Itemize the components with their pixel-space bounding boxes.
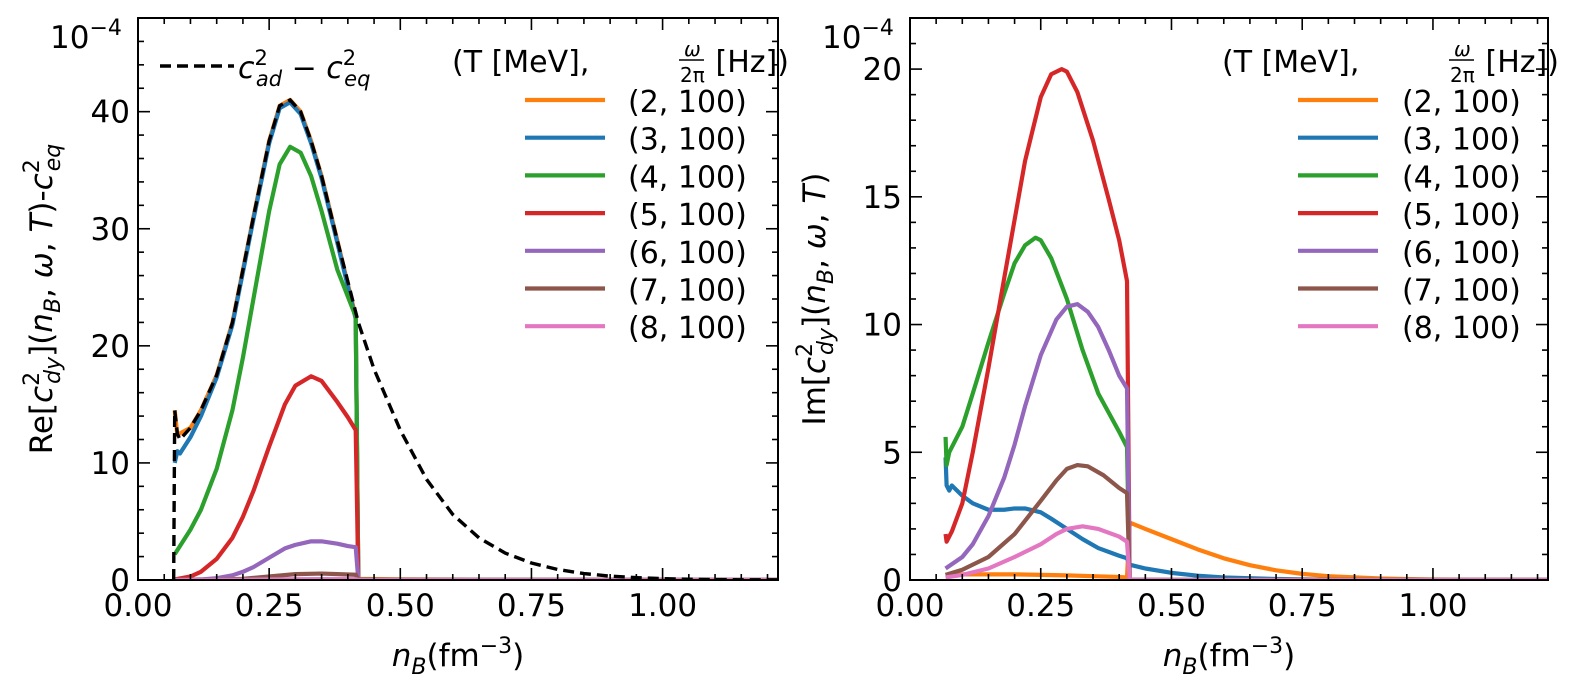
legend-entry-label: (5, 100) (628, 198, 747, 233)
legend-entry-label: (5, 100) (1402, 198, 1521, 233)
y-exponent-label: 10−4 (822, 16, 894, 56)
x-axis-label: nB(fm−3) (1163, 634, 1296, 680)
x-tick-label: 0.75 (1268, 588, 1337, 624)
series-line-5 (174, 374, 778, 580)
y-tick-label: 0 (882, 563, 902, 599)
y-tick-label: 15 (863, 180, 902, 216)
x-tick-label: 0.00 (875, 588, 944, 624)
legend-entry-label: (2, 100) (1402, 85, 1521, 120)
legend-entry-label: (8, 100) (628, 311, 747, 346)
y-tick-label: 10 (863, 308, 902, 344)
x-axis-label: nB(fm−3) (392, 634, 525, 680)
x-tick-label: 0.75 (497, 588, 566, 624)
series-line-8 (945, 524, 1548, 580)
series-line-7 (944, 462, 1548, 580)
y-tick-label: 40 (91, 95, 130, 131)
legend-entry-label: (7, 100) (628, 274, 747, 309)
legend-entry-label: (6, 100) (1402, 236, 1521, 271)
x-tick-label: 1.00 (1398, 588, 1467, 624)
y-tick-label: 20 (91, 329, 130, 365)
y-axis-label: Im[c2dy](nB, ω, T) (793, 173, 839, 426)
legend-entry-label: (8, 100) (1402, 311, 1521, 346)
legend-entry-label: (4, 100) (628, 160, 747, 195)
legend-title: (T [MeV], ω 2π [Hz]) (452, 37, 789, 87)
y-tick-label: 5 (882, 435, 902, 471)
x-tick-label: 0.50 (1137, 588, 1206, 624)
x-tick-label: 0.25 (1006, 588, 1075, 624)
series-line-2 (945, 520, 1548, 580)
x-tick-label: 0.00 (103, 588, 172, 624)
y-tick-label: 20 (863, 52, 902, 88)
y-axis-label: Re[c2dy](nB, ω, T)-c2eq (20, 144, 66, 455)
legend-entry-label: (6, 100) (628, 236, 747, 271)
legend-title: (T [MeV], ω 2π [Hz]) (1222, 37, 1559, 87)
legend-entry-label: (3, 100) (1402, 123, 1521, 158)
y-exponent-label: 10−4 (50, 16, 122, 56)
reference-dashed-line (171, 97, 778, 580)
legend-entry-label: (3, 100) (628, 123, 747, 158)
y-tick-label: 10 (91, 446, 130, 482)
reference-legend-label: c2 ad − c2 eq (238, 46, 370, 91)
y-tick-label: 30 (91, 212, 130, 248)
series-line-6 (174, 539, 778, 580)
legend-entry-label: (2, 100) (628, 85, 747, 120)
y-tick-label: 0 (110, 563, 130, 599)
series-line-3 (943, 457, 1548, 580)
left-panel: 0.00 0.25 0.50 0.75 1.00 0 10 20 30 40 10−4 nB(fm−3… (20, 16, 789, 680)
x-tick-label: 0.25 (235, 588, 304, 624)
legend-entry-label: (7, 100) (1402, 274, 1521, 309)
legend-entry-label: (4, 100) (1402, 160, 1521, 195)
x-tick-label: 1.00 (628, 588, 697, 624)
x-tick-label: 0.50 (366, 588, 435, 624)
